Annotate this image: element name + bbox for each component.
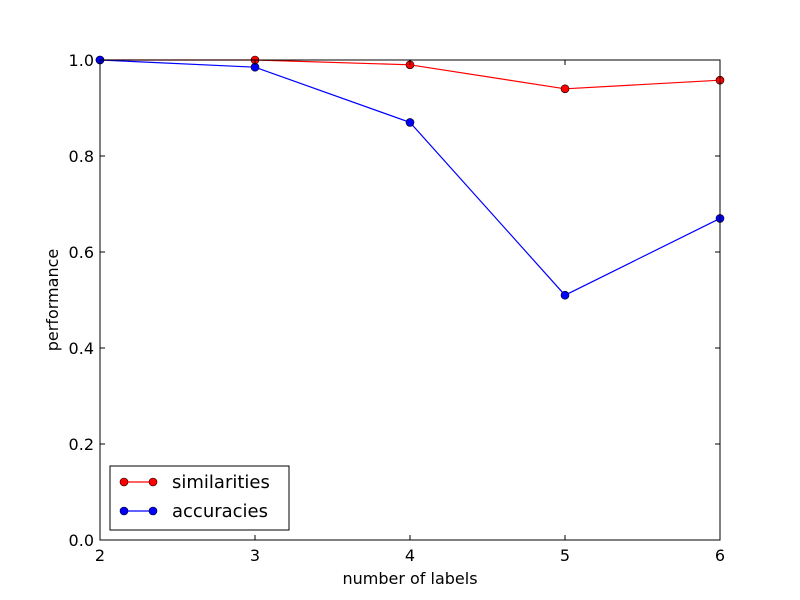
x-tick-label: 5: [560, 546, 570, 565]
y-tick-label: 1.0: [69, 51, 94, 70]
series-layer: [95, 55, 725, 300]
data-point-accuracies: [405, 118, 415, 127]
legend-marker-similarities: [119, 477, 129, 487]
legend-box: [109, 465, 290, 531]
legend: similarities accuracies: [109, 465, 290, 531]
y-tick-label: 0.4: [69, 339, 94, 358]
x-tick-label: 2: [95, 546, 105, 565]
y-tick-label: 0.0: [69, 531, 94, 550]
x-axis-label: number of labels: [342, 569, 477, 588]
series-line-accuracies: [99, 59, 721, 296]
legend-label-similarities: similarities: [172, 472, 270, 493]
x-tick-label: 4: [405, 546, 415, 565]
legend-marker-similarities: [148, 477, 158, 487]
y-tick-label: 0.6: [69, 243, 94, 262]
y-tick-label: 0.8: [69, 147, 94, 166]
legend-marker-accuracies: [119, 506, 129, 516]
legend-marker-accuracies: [148, 506, 158, 516]
y-axis-label: performance: [43, 249, 62, 351]
tick-layer: 2 3 4 5 6 0.0 0.2 0.4 0.6 0.8 1.0: [69, 51, 726, 565]
legend-label-accuracies: accuracies: [172, 501, 268, 522]
x-tick-label: 6: [715, 546, 725, 565]
data-point-accuracies: [560, 290, 570, 300]
data-point-similarities: [560, 84, 570, 94]
y-tick-label: 0.2: [69, 435, 94, 454]
x-tick-label: 3: [250, 546, 260, 565]
